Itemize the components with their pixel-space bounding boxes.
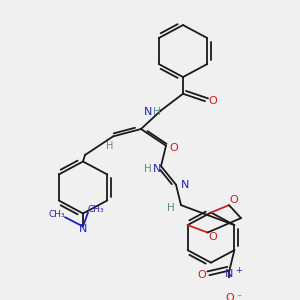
Text: H: H	[167, 203, 175, 213]
Text: N: N	[79, 224, 87, 234]
Text: O: O	[225, 293, 234, 300]
Text: CH₃: CH₃	[88, 205, 104, 214]
Text: H: H	[153, 107, 161, 117]
Text: N: N	[225, 269, 234, 279]
Text: O: O	[208, 232, 217, 242]
Text: ⁻: ⁻	[237, 293, 242, 300]
Text: O: O	[197, 270, 206, 280]
Text: H: H	[106, 141, 114, 151]
Text: CH₃: CH₃	[49, 210, 65, 219]
Text: N: N	[144, 107, 152, 117]
Text: O: O	[230, 196, 238, 206]
Text: O: O	[169, 142, 178, 153]
Text: N: N	[181, 180, 189, 190]
Text: H: H	[144, 164, 152, 174]
Text: +: +	[235, 266, 242, 275]
Text: O: O	[208, 96, 217, 106]
Text: N: N	[153, 164, 161, 174]
